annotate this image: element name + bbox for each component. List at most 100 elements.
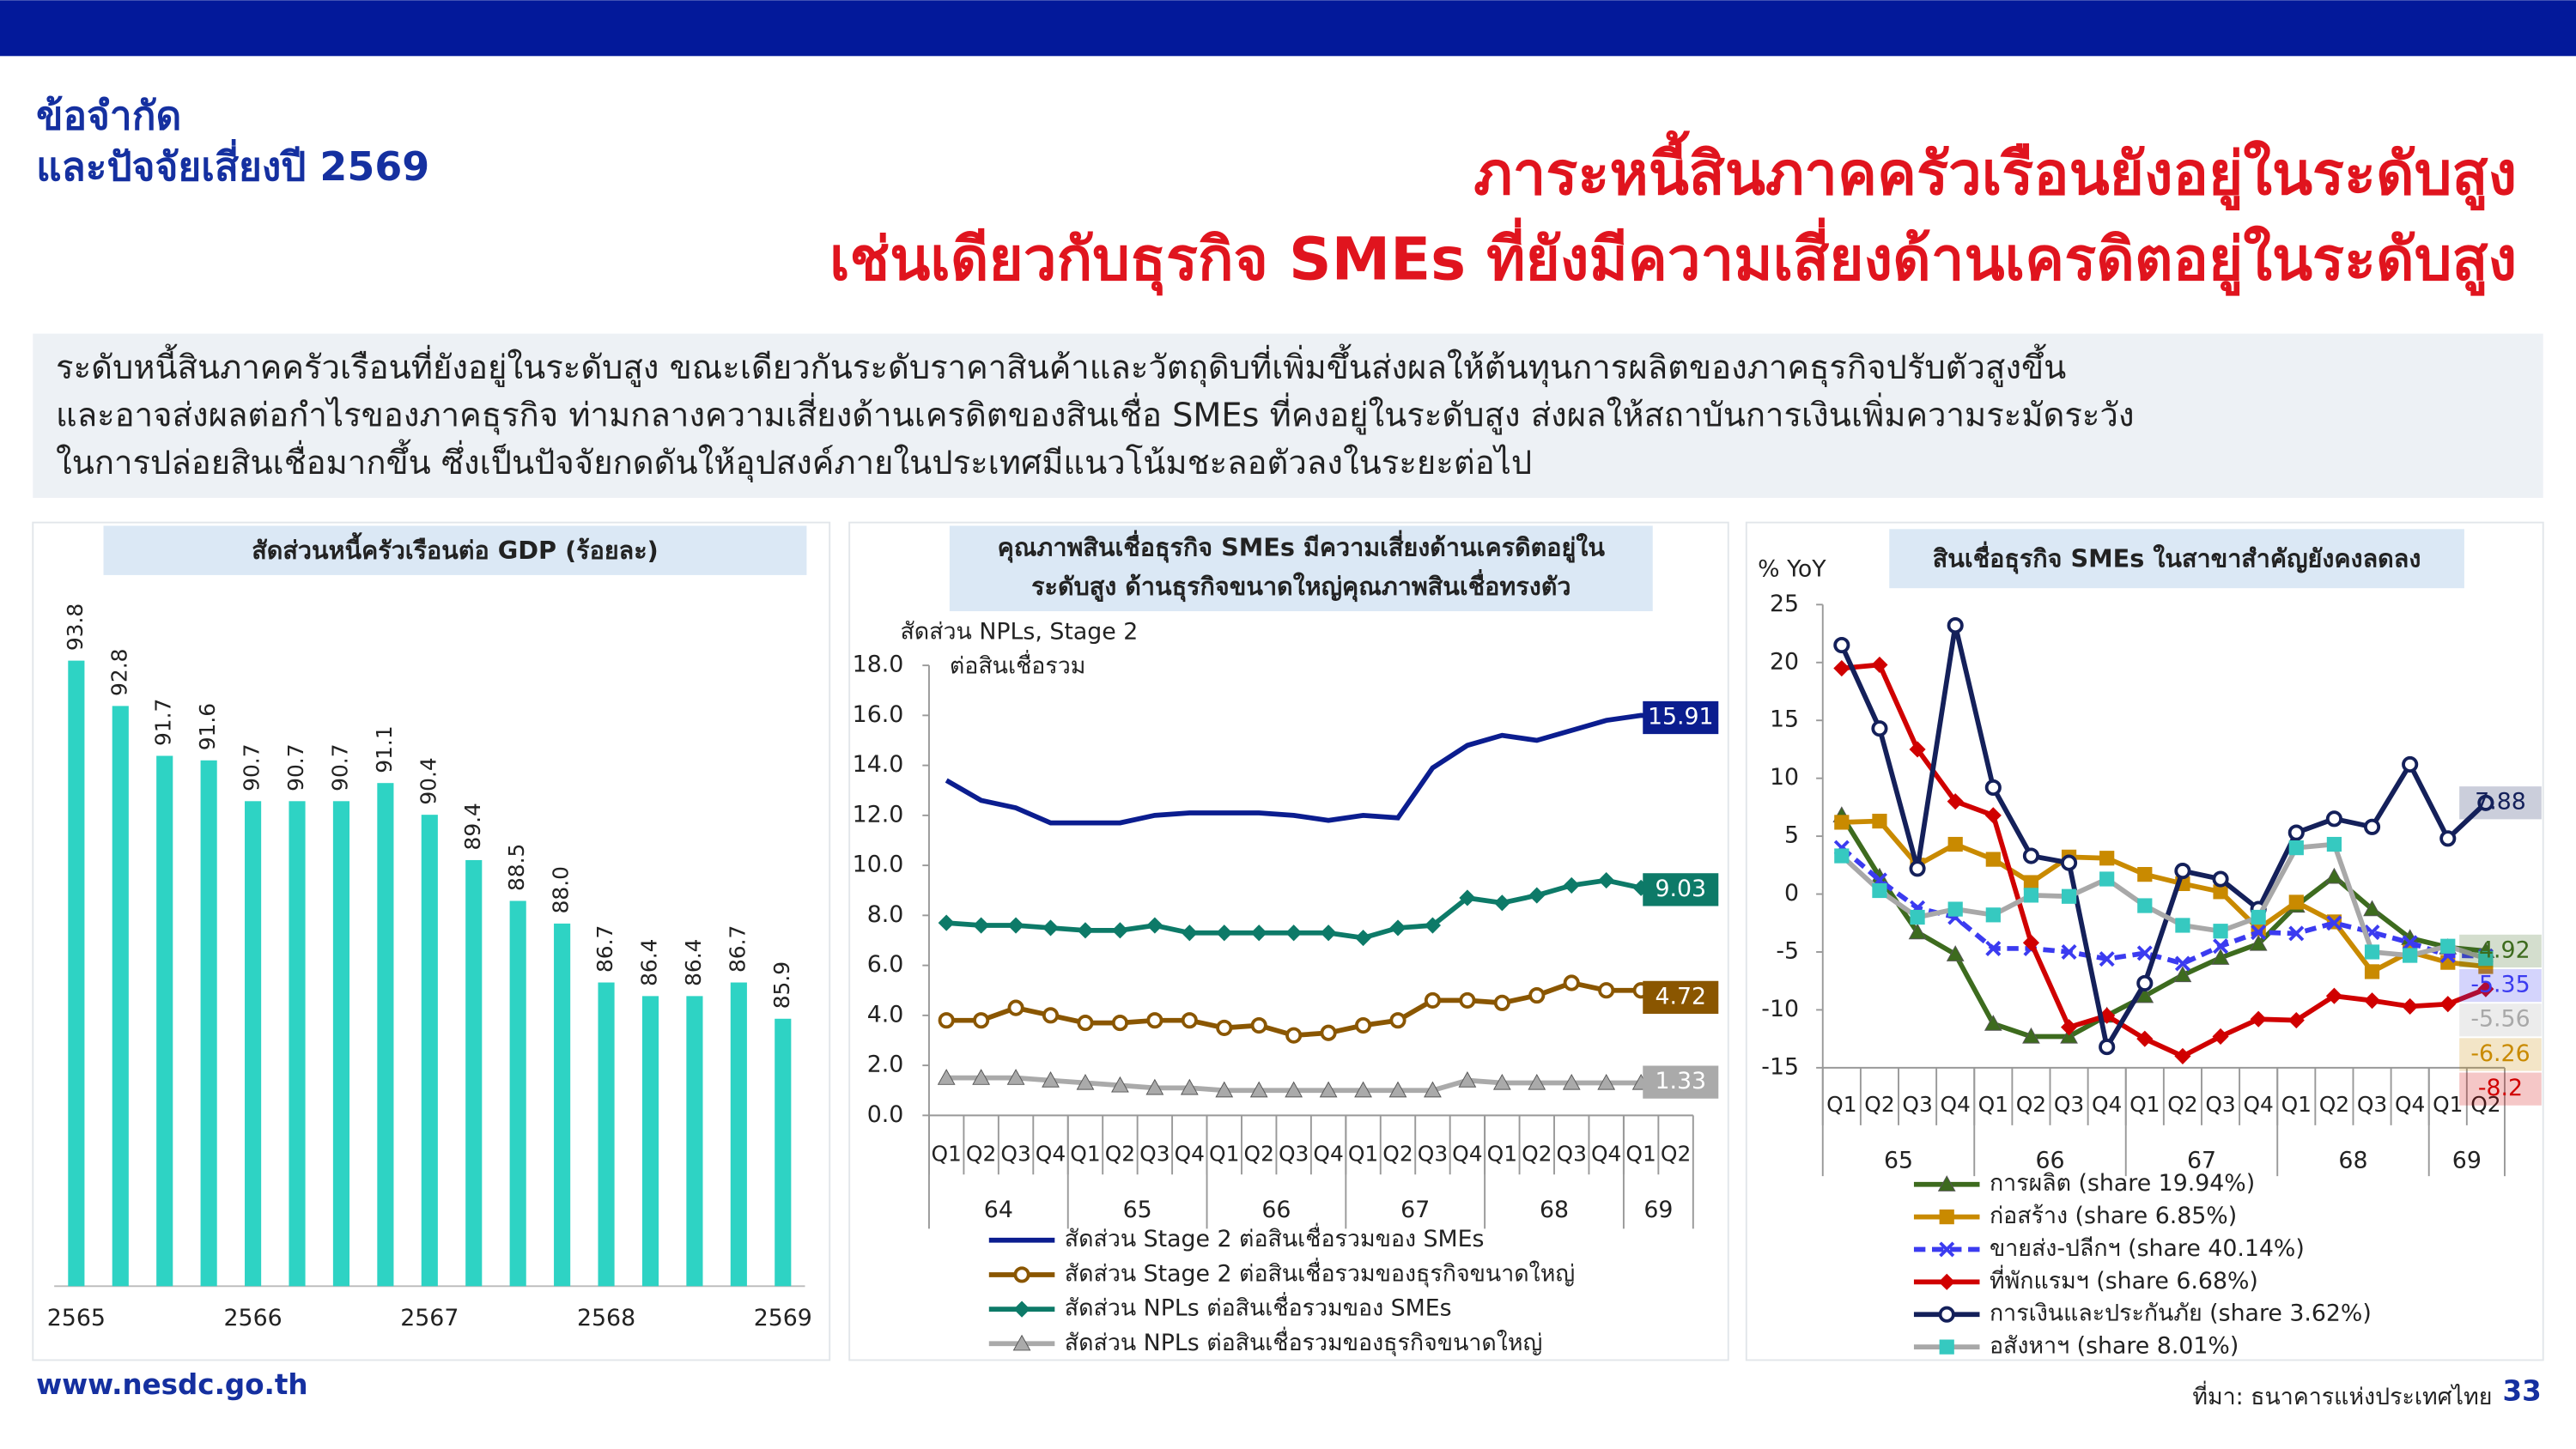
y-tick-label: 18.0 bbox=[853, 652, 904, 678]
marker bbox=[1285, 1027, 1303, 1044]
marker bbox=[1319, 1081, 1338, 1098]
y-tick-label: 14.0 bbox=[853, 751, 904, 778]
value-label: 86.7 bbox=[592, 925, 617, 973]
marker bbox=[2023, 888, 2039, 903]
marker bbox=[1042, 919, 1060, 937]
x-group-label: 66 bbox=[1261, 1197, 1291, 1223]
marker bbox=[1250, 925, 1267, 942]
value-label: 90.7 bbox=[283, 743, 308, 791]
marker bbox=[1111, 922, 1128, 939]
x-tick-label: Q4 bbox=[2092, 1092, 2122, 1117]
x-tick-label: 2566 bbox=[224, 1305, 283, 1331]
marker bbox=[2061, 888, 2077, 904]
legend-marker bbox=[1013, 1266, 1030, 1283]
marker bbox=[2439, 996, 2457, 1013]
marker bbox=[1389, 1012, 1406, 1029]
x-tick-label: Q2 bbox=[1661, 1141, 1691, 1166]
value-label: 86.4 bbox=[636, 939, 661, 986]
marker-stroke bbox=[1985, 940, 2002, 956]
marker bbox=[1249, 1081, 1268, 1098]
marker bbox=[1146, 1012, 1163, 1029]
x-group-label: 67 bbox=[2187, 1147, 2216, 1173]
marker bbox=[1947, 617, 1964, 634]
panel bbox=[848, 521, 1729, 1361]
marker-stroke bbox=[2402, 935, 2418, 951]
x-tick-label: Q2 bbox=[966, 1141, 996, 1166]
chart-title: สัดส่วนหนี้ครัวเรือนต่อ GDP (ร้อยละ) bbox=[252, 532, 659, 565]
legend-label: ขายส่ง-ปลีกฯ (share 40.14%) bbox=[1990, 1235, 2305, 1262]
marker-stroke bbox=[2061, 943, 2077, 960]
marker bbox=[937, 1069, 956, 1085]
bar bbox=[421, 815, 438, 1287]
x-tick-label: Q3 bbox=[1557, 1141, 1587, 1166]
legend-marker bbox=[1937, 1175, 1956, 1191]
marker bbox=[1984, 1015, 2002, 1031]
marker bbox=[1528, 986, 1546, 1004]
marker bbox=[1597, 1073, 1616, 1090]
legend-label: สัดส่วน NPLs ต่อสินเชื่อรวมของธุรกิจขนาด… bbox=[1065, 1326, 1543, 1356]
marker bbox=[2213, 938, 2229, 955]
y-axis-label: สัดส่วน NPLs, Stage 2 bbox=[900, 618, 1138, 645]
x-group-label: 68 bbox=[2338, 1147, 2367, 1173]
y-tick-label: 20 bbox=[1770, 648, 1799, 675]
data-label: -6.26 bbox=[2470, 1040, 2530, 1067]
chart-title-box bbox=[949, 525, 1653, 611]
value-label: 92.8 bbox=[106, 649, 131, 696]
y-tick-label: 6.0 bbox=[867, 951, 904, 978]
x-tick-label: Q2 bbox=[1244, 1141, 1274, 1166]
y-tick-label: 16.0 bbox=[853, 701, 904, 728]
marker-stroke bbox=[2251, 925, 2267, 941]
marker bbox=[1528, 887, 1546, 904]
marker-stroke bbox=[2174, 955, 2190, 972]
top-bar bbox=[0, 0, 2576, 57]
x-tick-label: Q2 bbox=[1105, 1141, 1135, 1166]
marker bbox=[2060, 1019, 2078, 1036]
x-group-label: 67 bbox=[1400, 1197, 1430, 1223]
marker bbox=[1563, 974, 1580, 991]
marker bbox=[2288, 925, 2305, 942]
value-label: 91.6 bbox=[195, 703, 220, 750]
marker bbox=[938, 914, 955, 931]
marker bbox=[2477, 794, 2494, 811]
marker-stroke bbox=[2288, 925, 2305, 942]
x-group-label: 69 bbox=[1643, 1197, 1673, 1223]
x-tick-label: 2565 bbox=[47, 1305, 106, 1331]
marker bbox=[2325, 867, 2343, 884]
marker bbox=[1181, 925, 1198, 942]
legend-marker bbox=[1012, 1334, 1031, 1351]
marker-stroke bbox=[2136, 945, 2153, 961]
data-label: -8.2 bbox=[2478, 1075, 2523, 1101]
x-tick-label: Q4 bbox=[2243, 1092, 2273, 1117]
marker bbox=[973, 1012, 990, 1029]
marker bbox=[1007, 917, 1024, 934]
marker bbox=[2060, 854, 2078, 871]
x-tick-label: Q4 bbox=[1175, 1141, 1205, 1166]
data-label: -4.92 bbox=[2470, 937, 2530, 963]
marker bbox=[2364, 964, 2380, 979]
marker bbox=[2325, 810, 2342, 828]
y-tick-label: 0.0 bbox=[867, 1101, 904, 1128]
marker bbox=[2287, 1012, 2305, 1029]
marker bbox=[1563, 876, 1580, 894]
x-tick-label: Q3 bbox=[1000, 1141, 1030, 1166]
legend-marker bbox=[1939, 1209, 1954, 1225]
value-label: 88.5 bbox=[504, 844, 529, 891]
value-label: 88.0 bbox=[549, 866, 574, 913]
data-label-box bbox=[1643, 1065, 1719, 1099]
marker bbox=[2363, 818, 2381, 835]
marker bbox=[1320, 1024, 1337, 1041]
marker bbox=[1871, 656, 1888, 674]
marker bbox=[1492, 1073, 1511, 1090]
marker bbox=[1598, 872, 1615, 889]
marker bbox=[2099, 1039, 2116, 1056]
x-tick-label: Q1 bbox=[2129, 1092, 2160, 1117]
marker bbox=[2212, 1028, 2229, 1046]
marker bbox=[2251, 909, 2266, 925]
marker bbox=[2211, 949, 2230, 965]
marker bbox=[1833, 659, 1850, 677]
x-tick-label: Q2 bbox=[2167, 1092, 2197, 1117]
legend-label: ที่พักแรมฯ (share 6.68%) bbox=[1990, 1264, 2258, 1294]
data-label-box bbox=[1643, 980, 1719, 1015]
x-tick-label: Q1 bbox=[931, 1141, 961, 1166]
